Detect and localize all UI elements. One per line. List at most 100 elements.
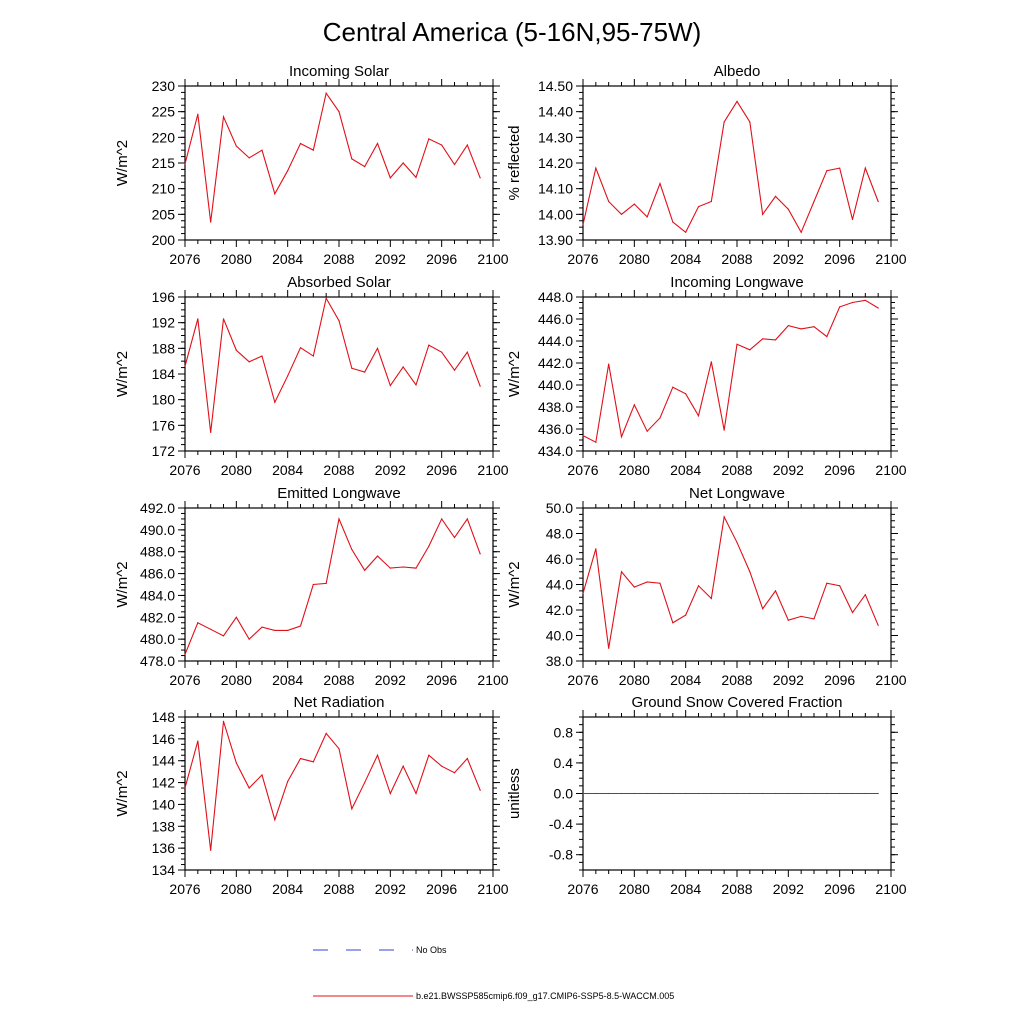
data-point <box>723 429 725 431</box>
data-point <box>222 116 225 118</box>
legend: No Obs b.e21.BWSSP585cmip6.f09_g17.CMIP6… <box>313 945 674 1001</box>
y-tick-label: 478.0 <box>140 653 175 669</box>
plot-frame <box>184 507 494 662</box>
data-point <box>864 594 866 596</box>
data-point <box>197 318 199 320</box>
x-tick-label: 2092 <box>773 881 804 897</box>
y-tick-label: 142 <box>152 775 176 791</box>
data-point <box>685 231 687 233</box>
y-tick-label: 14.40 <box>538 104 573 120</box>
data-point <box>312 355 314 357</box>
x-tick-label: 2092 <box>375 672 406 688</box>
legend-obs-label: No Obs <box>416 945 447 955</box>
data-point <box>685 393 687 395</box>
data-point <box>620 213 623 215</box>
x-tick-label: 2076 <box>567 251 598 267</box>
y-tick-label: 436.0 <box>538 421 573 437</box>
series-line <box>184 517 481 655</box>
data-point <box>338 111 340 113</box>
data-point <box>376 142 379 145</box>
data-point <box>453 772 456 774</box>
y-tick-label: -0.8 <box>549 847 573 863</box>
data-point <box>338 320 340 322</box>
y-tick-label: 448.0 <box>538 289 573 305</box>
data-point <box>749 792 751 795</box>
data-point <box>851 301 854 304</box>
plot-frame <box>582 507 892 662</box>
y-tick-label: 210 <box>152 181 176 197</box>
y-tick-label: 40.0 <box>546 628 573 644</box>
data-point <box>312 761 314 763</box>
data-point <box>839 792 841 795</box>
x-tick-label: 2096 <box>426 462 457 478</box>
data-point <box>697 415 700 417</box>
data-point <box>287 780 289 783</box>
data-point <box>466 144 468 146</box>
data-point <box>235 349 237 351</box>
y-axis-label: W/m^2 <box>506 351 523 397</box>
panel-title: Emitted Longwave <box>277 485 400 502</box>
data-point <box>736 792 738 795</box>
data-point <box>402 366 404 368</box>
y-tick-label: 482.0 <box>140 609 175 625</box>
data-point <box>736 343 738 345</box>
x-tick-label: 2088 <box>721 462 752 478</box>
panel-title: Incoming Longwave <box>670 274 803 291</box>
data-point <box>762 792 764 795</box>
data-point <box>710 200 712 203</box>
x-tick-label: 2084 <box>670 462 701 478</box>
data-point <box>672 386 674 388</box>
y-tick-label: 488.0 <box>140 544 175 560</box>
series-line <box>582 515 879 649</box>
data-point <box>826 336 828 338</box>
data-point <box>453 163 456 166</box>
series-line <box>184 296 481 433</box>
data-point <box>774 590 777 592</box>
data-point <box>312 583 314 586</box>
panel-4: Incoming Longwave 2076 2080 2084 2088 2092 209… <box>506 274 907 478</box>
y-tick-label: 215 <box>152 155 176 171</box>
data-point <box>877 307 879 309</box>
data-point <box>274 401 276 403</box>
y-tick-label: 14.30 <box>538 129 573 145</box>
x-tick-label: 2100 <box>875 251 906 267</box>
x-tick-label: 2080 <box>619 672 650 688</box>
plot-frame <box>582 296 892 452</box>
data-point <box>441 351 443 353</box>
data-point <box>222 635 225 637</box>
y-tick-label: 220 <box>152 129 176 145</box>
y-tick-label: 442.0 <box>538 355 573 371</box>
data-point <box>287 629 289 632</box>
panel-title: Incoming Solar <box>289 63 389 80</box>
data-point <box>261 626 263 628</box>
x-tick-label: 2076 <box>169 251 200 267</box>
data-point <box>235 145 237 147</box>
x-tick-label: 2088 <box>721 672 752 688</box>
data-point <box>659 182 661 185</box>
data-point <box>813 200 815 203</box>
data-point <box>402 765 404 767</box>
panel-title: Albedo <box>714 63 761 80</box>
x-tick-label: 2092 <box>773 251 804 267</box>
data-point <box>646 430 648 432</box>
y-tick-label: 184 <box>152 366 176 382</box>
data-point <box>697 792 700 795</box>
data-point <box>787 792 789 795</box>
data-point <box>800 615 802 617</box>
data-point <box>582 792 584 795</box>
data-point <box>762 213 764 215</box>
panel-title: Net Radiation <box>294 694 385 711</box>
x-tick-label: 2088 <box>323 462 354 478</box>
data-point <box>659 417 661 419</box>
data-point <box>441 518 443 520</box>
x-tick-label: 2092 <box>375 462 406 478</box>
data-point <box>608 792 610 795</box>
y-tick-label: 14.20 <box>538 155 573 171</box>
x-tick-label: 2076 <box>567 462 598 478</box>
x-tick-label: 2084 <box>670 672 701 688</box>
data-point <box>364 165 366 168</box>
y-tick-label: 188 <box>152 340 176 356</box>
data-point <box>608 647 610 649</box>
plot-frame <box>184 85 494 241</box>
data-point <box>826 582 828 584</box>
